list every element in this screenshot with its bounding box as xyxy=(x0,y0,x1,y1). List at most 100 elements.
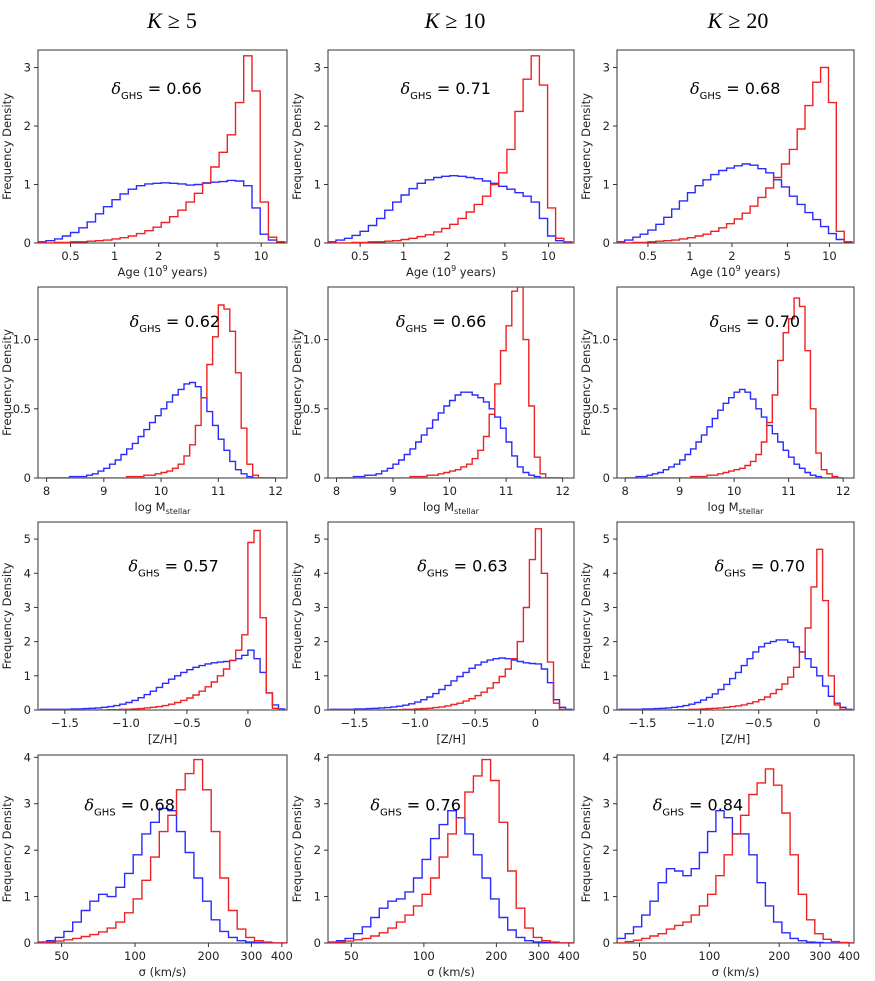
x-tick-label: 400 xyxy=(838,949,860,963)
delta-ghs-annotation: δGHS = 0.57 xyxy=(128,557,218,580)
x-tick-label: −1.5 xyxy=(51,716,79,730)
histogram-blue xyxy=(38,807,287,943)
delta-symbol: δ xyxy=(400,79,410,98)
x-tick-label: 12 xyxy=(268,484,283,498)
y-tick-label: 3 xyxy=(314,600,321,614)
y-tick-label: 0 xyxy=(314,471,321,485)
plot-frame xyxy=(327,286,575,479)
y-tick-label: 4 xyxy=(603,566,610,580)
x-tick-label: 0.5 xyxy=(61,249,79,263)
y-tick-label: 5 xyxy=(24,532,31,546)
y-tick-label: 3 xyxy=(314,797,321,811)
x-axis-label-sup: 9 xyxy=(451,264,456,273)
x-tick-label: 2 xyxy=(728,249,735,263)
y-axis-label: Frequency Density xyxy=(579,93,593,200)
x-tick-label: 1 xyxy=(686,249,693,263)
y-tick-label: 0.5 xyxy=(303,402,321,416)
y-axis-label: Frequency Density xyxy=(0,562,14,669)
x-tick-label: 200 xyxy=(197,949,219,963)
x-axis-label-tail: years) xyxy=(456,265,496,279)
x-tick-label: 100 xyxy=(124,949,146,963)
x-axis-label-text: σ (km/s) xyxy=(712,965,760,979)
x-tick-label: 200 xyxy=(485,949,507,963)
delta-ghs-annotation: δGHS = 0.63 xyxy=(417,557,507,580)
delta-symbol: δ xyxy=(417,557,427,576)
y-tick-label: 2 xyxy=(314,635,321,649)
histogram-blue xyxy=(625,388,844,478)
x-tick-label: 400 xyxy=(558,949,580,963)
y-axis-label: Frequency Density xyxy=(290,562,304,669)
delta-ghs-annotation: δGHS = 0.71 xyxy=(400,79,490,102)
y-tick-label: 2 xyxy=(603,119,610,133)
x-axis-label-text: Age (10 xyxy=(406,265,451,279)
plot-frame xyxy=(327,754,575,944)
y-tick-label: 1 xyxy=(603,890,610,904)
x-axis-label: [Z/H] xyxy=(436,732,465,746)
column-titles: K ≥5 K ≥10 K ≥20 xyxy=(146,8,768,33)
delta-symbol: δ xyxy=(653,796,663,815)
y-tick-label: 0 xyxy=(603,236,610,250)
y-tick-label: 0 xyxy=(24,703,31,717)
y-tick-label: 1 xyxy=(314,890,321,904)
histogram-blue xyxy=(328,175,573,243)
delta-subscript: GHS xyxy=(380,808,402,819)
y-tick-label: 2 xyxy=(603,843,610,857)
y-tick-label: 2 xyxy=(314,843,321,857)
y-tick-label: 1.0 xyxy=(592,333,610,347)
x-tick-label: 400 xyxy=(271,949,293,963)
delta-ghs-annotation: δGHS = 0.66 xyxy=(396,312,486,335)
x-axis-label-text: σ (km/s) xyxy=(139,965,187,979)
x-tick-label: −0.5 xyxy=(461,716,489,730)
x-tick-label: 11 xyxy=(781,484,796,498)
histogram-red xyxy=(336,287,563,478)
delta-subscript: GHS xyxy=(121,91,143,102)
y-tick-label: 2 xyxy=(24,119,31,133)
x-axis-label-sup: 9 xyxy=(163,264,168,273)
delta-symbol: δ xyxy=(84,796,94,815)
y-tick-label: 4 xyxy=(314,566,321,580)
delta-symbol: δ xyxy=(130,312,140,331)
y-tick-label: 2 xyxy=(603,635,610,649)
y-tick-label: 3 xyxy=(24,61,31,75)
delta-ghs-annotation: δGHS = 0.70 xyxy=(715,557,805,580)
delta-subscript: GHS xyxy=(700,91,722,102)
y-axis-label: Frequency Density xyxy=(579,795,593,902)
histogram-red xyxy=(46,304,276,478)
x-axis-label-text: Age (10 xyxy=(118,265,163,279)
delta-subscript: GHS xyxy=(139,324,161,335)
delta-value: = 0.84 xyxy=(684,796,743,815)
x-tick-label: 200 xyxy=(768,949,790,963)
x-axis-label: log Mstellar xyxy=(708,500,765,516)
x-tick-label: 10 xyxy=(727,484,742,498)
y-tick-label: 1 xyxy=(314,669,321,683)
histogram-red xyxy=(40,529,285,710)
histogram-blue xyxy=(46,381,276,478)
histogram-blue xyxy=(39,649,286,710)
chart-metal-k10: −1.5 −1.0 −0.5 0 0 1 2 3 4 5 Frequency Density [Z/H… xyxy=(290,521,575,746)
plot-frame xyxy=(327,521,575,711)
x-axis-label: [Z/H] xyxy=(721,732,750,746)
y-tick-label: 1 xyxy=(603,178,610,192)
y-tick-label: 4 xyxy=(24,566,31,580)
y-tick-label: 4 xyxy=(603,750,610,764)
delta-value: = 0.70 xyxy=(746,557,805,576)
x-axis-label: σ (km/s) xyxy=(427,965,475,979)
y-tick-label: 0 xyxy=(24,236,31,250)
x-axis-label-text: σ (km/s) xyxy=(427,965,475,979)
histogram-blue xyxy=(617,810,854,943)
x-axis-label: σ (km/s) xyxy=(712,965,760,979)
x-axis-label: Age (109 years) xyxy=(118,264,208,279)
delta-symbol: δ xyxy=(111,79,121,98)
histogram-red xyxy=(330,528,572,710)
x-tick-label: 10 xyxy=(442,484,457,498)
y-tick-label: 3 xyxy=(24,797,31,811)
histogram-blue xyxy=(617,163,853,243)
delta-ghs-annotation: δGHS = 0.62 xyxy=(130,312,220,335)
x-tick-label: 50 xyxy=(54,949,69,963)
x-tick-label: 5 xyxy=(784,249,791,263)
x-tick-label: 8 xyxy=(333,484,340,498)
chart-sigma-k5: 50 100 200 300 400 0 1 2 3 4 Frequency Density σ (k… xyxy=(0,750,293,979)
delta-ghs-annotation: δGHS = 0.84 xyxy=(653,796,743,819)
x-axis-label-text: log M xyxy=(135,500,166,514)
